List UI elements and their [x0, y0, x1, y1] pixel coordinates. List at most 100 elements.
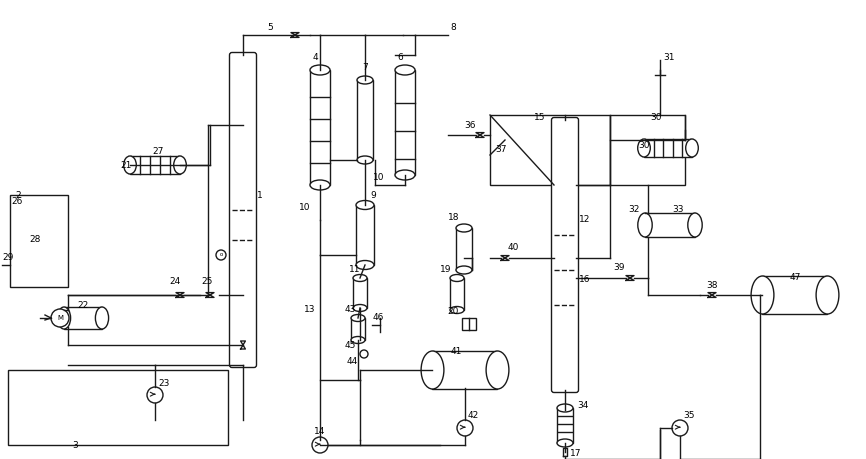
- FancyBboxPatch shape: [552, 118, 578, 392]
- Bar: [357, 80, 373, 160]
- Ellipse shape: [450, 307, 464, 313]
- Text: 6: 6: [397, 54, 403, 62]
- Bar: [610, 115, 685, 185]
- Ellipse shape: [421, 351, 444, 389]
- Text: 23: 23: [158, 379, 170, 387]
- Ellipse shape: [450, 274, 464, 281]
- Text: 8: 8: [450, 23, 456, 33]
- Ellipse shape: [686, 139, 698, 157]
- Text: 43: 43: [345, 306, 356, 314]
- Bar: [351, 318, 365, 340]
- Text: 24: 24: [170, 278, 181, 286]
- Ellipse shape: [310, 180, 330, 190]
- Text: 32: 32: [629, 206, 640, 214]
- Text: 2: 2: [15, 190, 21, 200]
- Ellipse shape: [688, 213, 702, 237]
- Text: 12: 12: [579, 215, 591, 224]
- Text: 3: 3: [72, 441, 78, 449]
- Bar: [557, 408, 573, 443]
- Bar: [490, 115, 610, 185]
- Text: 42: 42: [468, 410, 479, 420]
- Text: 11: 11: [348, 264, 360, 274]
- Ellipse shape: [751, 276, 774, 314]
- Ellipse shape: [456, 266, 472, 274]
- Ellipse shape: [816, 276, 839, 314]
- Ellipse shape: [124, 156, 136, 174]
- Bar: [462, 318, 476, 330]
- Ellipse shape: [486, 351, 509, 389]
- Ellipse shape: [395, 170, 415, 180]
- Text: 14: 14: [314, 427, 326, 437]
- Text: 45: 45: [345, 341, 356, 349]
- Text: 13: 13: [303, 306, 315, 314]
- Ellipse shape: [353, 304, 367, 312]
- Bar: [456, 228, 472, 270]
- Text: 30: 30: [638, 140, 650, 150]
- Text: 39: 39: [613, 263, 625, 273]
- Text: 31: 31: [663, 54, 675, 62]
- Bar: [645, 213, 695, 237]
- Text: 22: 22: [77, 301, 88, 309]
- Text: 30: 30: [650, 113, 662, 123]
- Circle shape: [457, 420, 473, 436]
- Text: 4: 4: [313, 54, 318, 62]
- Bar: [10, 195, 68, 287]
- Ellipse shape: [57, 307, 71, 329]
- Text: 40: 40: [508, 242, 520, 252]
- Circle shape: [672, 420, 688, 436]
- Ellipse shape: [353, 274, 367, 281]
- Text: 19: 19: [440, 265, 451, 274]
- Ellipse shape: [557, 404, 573, 412]
- Ellipse shape: [95, 307, 108, 329]
- Text: 9: 9: [370, 191, 376, 201]
- Circle shape: [216, 250, 226, 260]
- Bar: [8, 370, 228, 445]
- Text: 18: 18: [448, 213, 459, 223]
- Bar: [644, 139, 692, 157]
- Text: 5: 5: [267, 23, 273, 33]
- Ellipse shape: [351, 336, 365, 343]
- Text: M: M: [57, 315, 63, 321]
- Circle shape: [360, 350, 368, 358]
- Ellipse shape: [357, 156, 373, 164]
- Ellipse shape: [637, 213, 652, 237]
- Ellipse shape: [557, 439, 573, 447]
- Text: 10: 10: [299, 203, 310, 213]
- Bar: [395, 70, 415, 175]
- FancyBboxPatch shape: [229, 52, 256, 368]
- Ellipse shape: [395, 65, 415, 75]
- Bar: [356, 205, 374, 265]
- Circle shape: [51, 309, 69, 327]
- Ellipse shape: [357, 76, 373, 84]
- Text: 25: 25: [201, 278, 213, 286]
- Text: 38: 38: [707, 280, 718, 290]
- Text: 44: 44: [346, 358, 358, 366]
- Bar: [310, 70, 330, 185]
- Text: 41: 41: [450, 347, 462, 357]
- Ellipse shape: [356, 261, 374, 269]
- Text: 20: 20: [448, 308, 459, 317]
- Bar: [450, 278, 464, 310]
- Circle shape: [147, 387, 163, 403]
- Text: 28: 28: [29, 235, 41, 245]
- Bar: [432, 351, 497, 389]
- Text: 27: 27: [152, 147, 164, 157]
- Text: 21: 21: [120, 161, 132, 169]
- Text: 1: 1: [257, 190, 262, 200]
- Bar: [64, 307, 102, 329]
- Text: 17: 17: [570, 448, 581, 458]
- Bar: [353, 278, 367, 308]
- Text: o: o: [219, 252, 223, 257]
- Bar: [130, 156, 180, 174]
- Circle shape: [312, 437, 328, 453]
- Ellipse shape: [456, 224, 472, 232]
- Ellipse shape: [637, 139, 650, 157]
- Text: 33: 33: [672, 206, 683, 214]
- Text: 15: 15: [534, 113, 546, 123]
- Text: 46: 46: [373, 313, 385, 323]
- Text: 36: 36: [464, 121, 476, 129]
- Text: 26: 26: [11, 196, 23, 206]
- Ellipse shape: [356, 201, 374, 209]
- Text: 35: 35: [683, 410, 695, 420]
- Text: 47: 47: [789, 274, 801, 282]
